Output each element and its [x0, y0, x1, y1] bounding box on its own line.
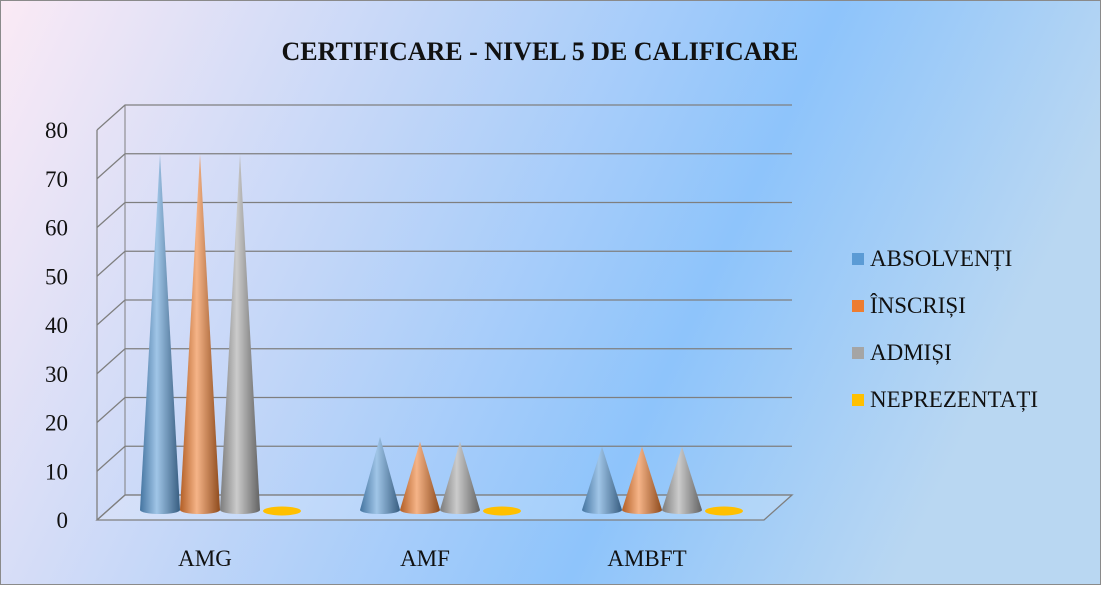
y-tick-label: 20 — [45, 411, 68, 436]
legend-swatch — [852, 253, 864, 265]
bar-cone-zero — [705, 506, 743, 516]
legend-swatch — [852, 347, 864, 359]
bar-cone — [622, 446, 662, 514]
bar-cone-zero — [483, 506, 521, 516]
y-tick-label: 80 — [45, 118, 68, 143]
y-tick-label: 60 — [45, 216, 68, 241]
x-axis: AMG AMF AMBFT — [178, 546, 686, 571]
legend-label: ABSOLVENȚI — [870, 246, 1012, 272]
y-tick-label: 50 — [45, 264, 68, 289]
bar-cone — [360, 436, 400, 514]
x-tick-label: AMBFT — [607, 546, 686, 571]
bar-cone-zero — [263, 506, 301, 516]
y-tick-label: 40 — [45, 313, 68, 338]
bar-cone — [440, 441, 480, 514]
bar-cone — [582, 446, 622, 514]
bar-cone — [140, 154, 180, 514]
bar-cone — [400, 441, 440, 514]
y-tick-label: 0 — [57, 508, 69, 533]
legend-swatch — [852, 394, 864, 406]
legend-label: ADMIȘI — [870, 340, 952, 365]
y-tick-label: 70 — [45, 167, 68, 192]
bar-cone — [662, 446, 702, 514]
legend-swatch — [852, 300, 864, 312]
chart-title: CERTIFICARE - NIVEL 5 DE CALIFICARE — [282, 37, 799, 66]
y-tick-label: 30 — [45, 362, 68, 387]
legend: ABSOLVENȚI ÎNSCRIȘI ADMIȘI NEPREZENTAȚI — [852, 246, 1038, 413]
bar-cone — [220, 154, 260, 514]
legend-label: ÎNSCRIȘI — [870, 293, 966, 318]
bar-cone — [180, 154, 220, 514]
x-tick-label: AMF — [400, 546, 450, 571]
y-tick-label: 10 — [45, 459, 68, 484]
chart-marks — [140, 154, 743, 516]
x-tick-label: AMG — [178, 546, 232, 571]
legend-label: NEPREZENTAȚI — [870, 387, 1038, 413]
y-axis: 0 10 20 30 40 50 60 70 80 — [45, 118, 68, 533]
